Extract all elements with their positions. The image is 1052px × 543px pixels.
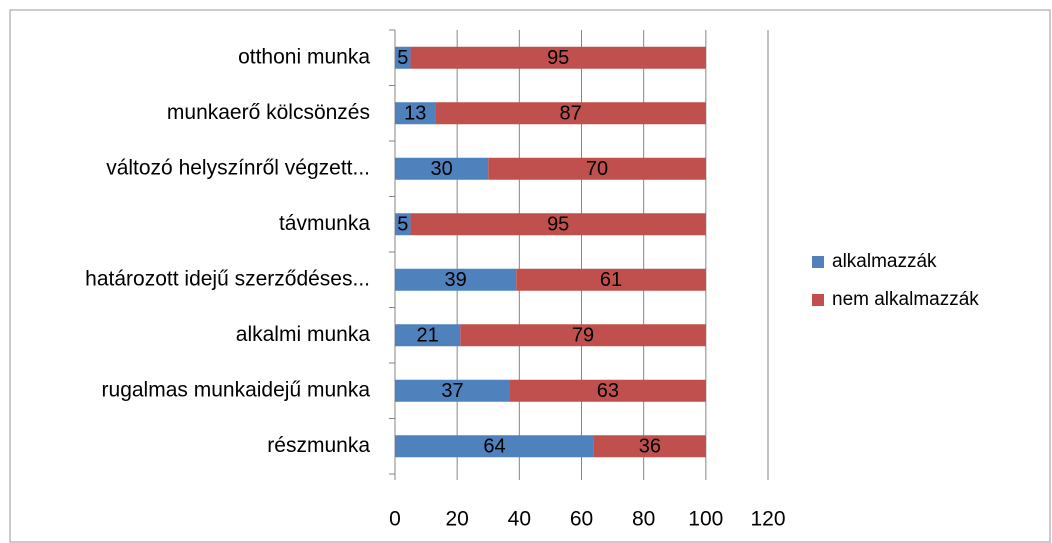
legend-swatch — [812, 256, 824, 268]
data-label: 5 — [397, 47, 408, 69]
data-label: 37 — [441, 380, 463, 402]
bar-segment — [516, 268, 706, 291]
data-label: 13 — [404, 103, 426, 125]
y-tick-label: határozott idejű szerződéses... — [85, 267, 370, 290]
y-tick-label: távmunka — [279, 212, 370, 235]
legend-label: nem alkalmazzák — [832, 289, 979, 310]
x-tick-label: 120 — [750, 508, 785, 531]
bar-segment — [395, 435, 594, 458]
data-label: 64 — [483, 436, 505, 458]
bar-segment — [510, 379, 706, 402]
y-tick-label: alkalmi munka — [236, 323, 371, 346]
data-label: 5 — [397, 214, 408, 236]
data-label: 36 — [639, 436, 661, 458]
bar-segment — [395, 324, 461, 347]
bar-segment — [460, 324, 706, 347]
bar-segment — [395, 268, 517, 291]
data-label: 95 — [547, 47, 569, 69]
bar-segment — [395, 213, 411, 236]
data-label: 70 — [586, 158, 608, 180]
y-tick-label: változó helyszínről végzett... — [106, 156, 370, 179]
data-label: 21 — [417, 325, 439, 347]
x-tick-label: 100 — [688, 508, 723, 531]
data-label: 95 — [547, 214, 569, 236]
x-tick-label: 40 — [508, 508, 531, 531]
bar-segment — [488, 157, 706, 180]
y-tick-label: részmunka — [267, 434, 370, 457]
y-tick-label: munkaerő kölcsönzés — [167, 101, 370, 124]
data-label: 63 — [597, 380, 619, 402]
x-tick-label: 80 — [632, 508, 655, 531]
y-tick-label: rugalmas munkaidejű munka — [102, 378, 371, 401]
data-label: 39 — [444, 269, 466, 291]
bar-segment — [395, 46, 411, 69]
bar-segment — [410, 46, 706, 69]
data-label: 61 — [600, 269, 622, 291]
data-label: 87 — [559, 103, 581, 125]
bar-segment — [593, 435, 706, 458]
legend-label: alkalmazzák — [832, 251, 937, 272]
x-tick-label: 0 — [389, 508, 401, 531]
bar-segment — [395, 102, 436, 125]
bar-segment — [435, 102, 706, 125]
bar-segment — [395, 379, 511, 402]
x-tick-label: 60 — [570, 508, 593, 531]
legend-swatch — [812, 294, 824, 306]
bar-segment — [395, 157, 489, 180]
bar-segment — [410, 213, 706, 236]
x-tick-label: 20 — [445, 508, 468, 531]
y-tick-label: otthoni munka — [238, 45, 370, 68]
data-label: 30 — [431, 158, 453, 180]
data-label: 79 — [572, 325, 594, 347]
